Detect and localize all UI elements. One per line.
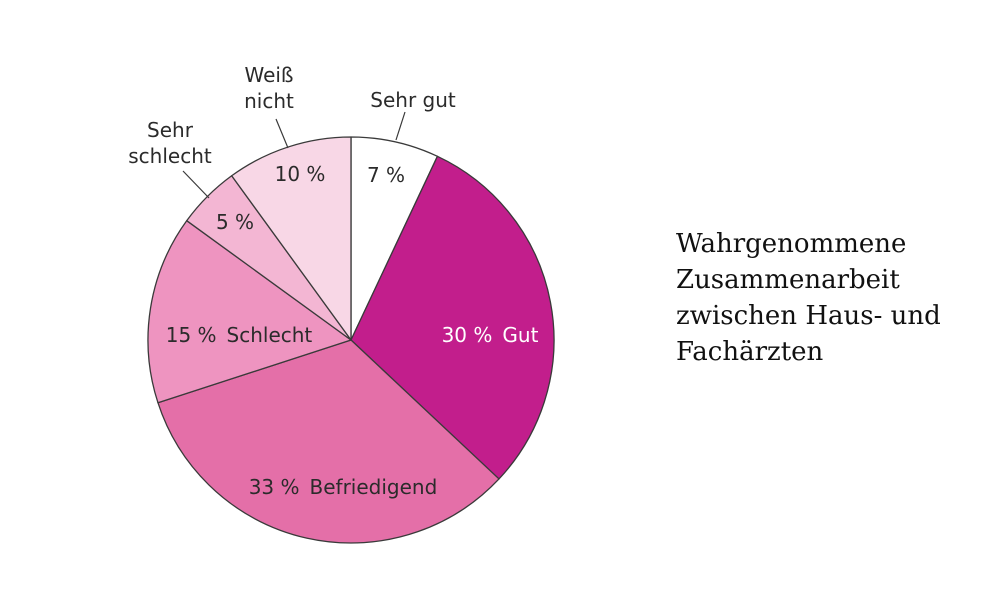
pie-inner-labels: 7 % 30 % Gut 33 % Befriedigend 15 % Schlech…	[166, 162, 539, 499]
leader-line-sehr-gut	[395, 111, 406, 141]
slice-label-gut: 30 % Gut	[442, 323, 539, 347]
side-title-line-4: Fachärzten	[676, 337, 824, 367]
callout-weiss-nicht-line-1: Weiß	[244, 63, 293, 87]
callout-weiss-nicht-line-2: nicht	[244, 89, 294, 113]
chart-side-title: Wahrgenommene Zusammenarbeit zwischen Ha…	[676, 226, 976, 370]
side-title-line-3: zwischen Haus- und	[676, 301, 941, 331]
slice-label-schlecht: 15 % Schlecht	[166, 323, 313, 347]
leader-line-weiss-nicht	[275, 118, 289, 149]
pie-slice-gut	[350, 155, 555, 480]
callout-sehr-schlecht-line-2: schlecht	[128, 144, 212, 168]
slice-label-befriedigend: 33 % Befriedigend	[249, 475, 438, 499]
slice-label-sehr-schlecht: 5 %	[216, 210, 254, 234]
callout-sehr-gut-line-1: Sehr gut	[370, 88, 456, 112]
pie-slice-befriedigend	[157, 339, 500, 544]
pie-slice-weiss-nicht	[231, 136, 352, 341]
slice-label-sehr-gut: 7 %	[367, 163, 405, 187]
pie-slices	[147, 136, 555, 544]
side-title-line-1: Wahrgenommene	[676, 229, 907, 259]
pie-chart: 7 % 30 % Gut 33 % Befriedigend 15 % Schlech…	[128, 63, 555, 544]
side-title-line-2: Zusammenarbeit	[676, 265, 900, 295]
leader-line-sehr-schlecht	[182, 170, 210, 199]
slice-label-weiss-nicht: 10 %	[275, 162, 326, 186]
callout-sehr-schlecht-line-1: Sehr	[147, 118, 194, 142]
pie-slice-schlecht	[147, 220, 352, 404]
